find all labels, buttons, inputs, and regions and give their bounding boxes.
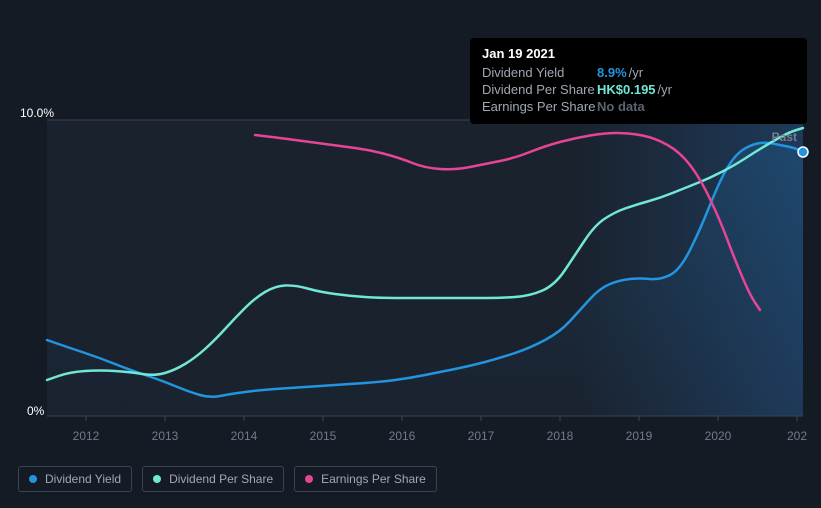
chart-tooltip: Jan 19 2021 Dividend Yield 8.9%/yr Divid… [470, 38, 807, 124]
xaxis-label: 2019 [626, 429, 653, 443]
yaxis-label-max: 10.0% [20, 106, 54, 120]
tooltip-row: Dividend Per Share HK$0.195/yr [482, 82, 795, 97]
legend-label: Dividend Per Share [169, 472, 273, 486]
xaxis-label: 202 [787, 429, 807, 443]
legend-item-earnings-per-share[interactable]: Earnings Per Share [294, 466, 437, 492]
tooltip-value: No data [597, 99, 647, 114]
tooltip-row: Earnings Per Share No data [482, 99, 795, 114]
xaxis-label: 2016 [389, 429, 416, 443]
legend-label: Dividend Yield [45, 472, 121, 486]
legend-item-dividend-yield[interactable]: Dividend Yield [18, 466, 132, 492]
xaxis-label: 2020 [705, 429, 732, 443]
tooltip-row: Dividend Yield 8.9%/yr [482, 65, 795, 80]
tooltip-label: Earnings Per Share [482, 99, 597, 114]
tooltip-value: HK$0.195/yr [597, 82, 672, 97]
dividend-chart: 10.0% 0% 2012 2013 2014 2015 2016 2017 2018 201… [0, 0, 821, 508]
tooltip-label: Dividend Yield [482, 65, 597, 80]
xaxis-label: 2017 [468, 429, 495, 443]
past-badge: Past [772, 130, 797, 144]
yaxis-label-min: 0% [27, 404, 44, 418]
tooltip-label: Dividend Per Share [482, 82, 597, 97]
xaxis-label: 2015 [310, 429, 337, 443]
xaxis-label: 2014 [231, 429, 258, 443]
legend-item-dividend-per-share[interactable]: Dividend Per Share [142, 466, 284, 492]
tooltip-date: Jan 19 2021 [482, 46, 795, 61]
legend-label: Earnings Per Share [321, 472, 426, 486]
xaxis-label: 2013 [152, 429, 179, 443]
legend-dot-icon [153, 475, 161, 483]
xaxis-label: 2018 [547, 429, 574, 443]
tooltip-value: 8.9%/yr [597, 65, 643, 80]
chart-legend: Dividend Yield Dividend Per Share Earnin… [18, 466, 437, 492]
legend-dot-icon [305, 475, 313, 483]
xaxis-label: 2012 [73, 429, 100, 443]
legend-dot-icon [29, 475, 37, 483]
